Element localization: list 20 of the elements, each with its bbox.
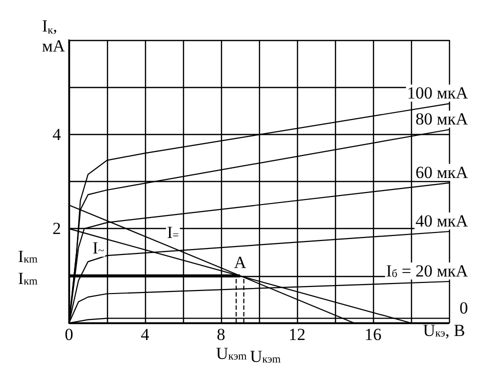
x-tick-label: 16: [364, 325, 382, 344]
series-label: 100 мкА: [406, 84, 469, 103]
text: Iкm: [18, 269, 38, 288]
series-label: I~: [92, 238, 104, 258]
series-label: 60 мкА: [415, 162, 469, 182]
x-tick-label: 4: [140, 325, 150, 344]
series-label: 0: [460, 298, 468, 318]
x-axis-title: Uкэ, В: [423, 321, 466, 340]
x-tick-label: 8: [216, 325, 226, 344]
text: Uкэm: [216, 344, 248, 363]
y-tick-label: 2: [52, 219, 61, 238]
series-label: 40 мкА: [415, 211, 469, 230]
series-label: 80 мкА: [415, 110, 469, 129]
series-label: I=: [167, 223, 179, 242]
x-tick-label: 0: [64, 325, 74, 344]
text: Iкm: [18, 247, 38, 266]
annotation: A: [234, 252, 247, 272]
x-tick-label: 12: [288, 325, 306, 344]
series-label: Iб = 20 мкА: [386, 261, 469, 280]
text: Uкэm: [250, 347, 282, 366]
